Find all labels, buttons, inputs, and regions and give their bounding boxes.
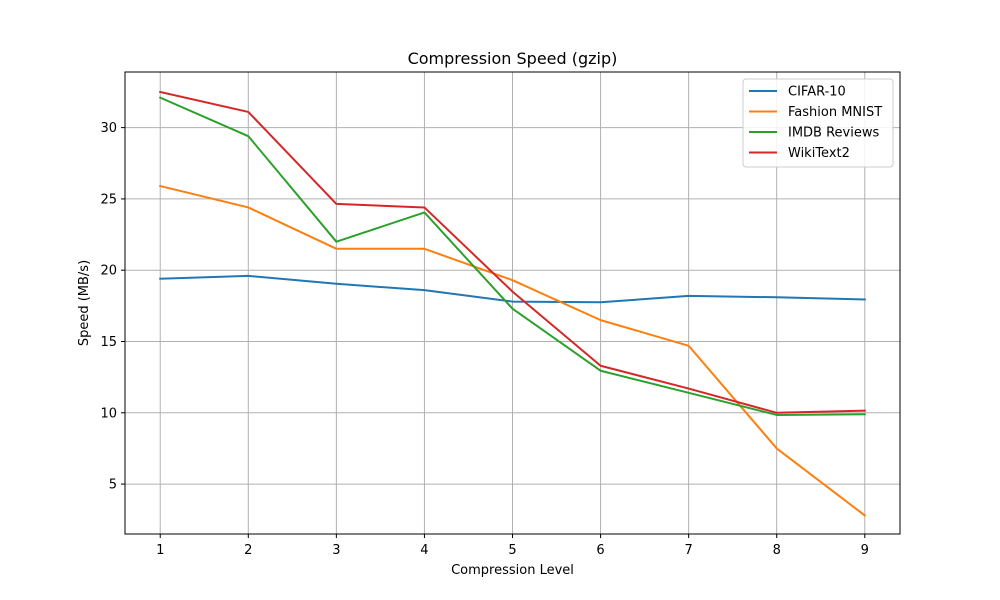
y-tick-label: 20 <box>100 264 117 279</box>
axis-ticks: 1 2 3 4 5 6 7 8 9 5 10 15 20 25 30 <box>100 121 868 558</box>
series-lines <box>158 90 867 517</box>
x-tick-label: 9 <box>861 543 869 558</box>
x-tick-label: 6 <box>596 543 604 558</box>
y-axis-label: Speed (MB/s) <box>77 260 92 346</box>
chart-title: Compression Speed (gzip) <box>408 49 618 68</box>
legend-box <box>742 78 894 168</box>
series-line-fashion-mnist <box>159 184 867 517</box>
x-tick-label: 2 <box>244 543 252 558</box>
x-tick-label: 3 <box>332 543 340 558</box>
series-line-imdb-reviews <box>158 96 866 416</box>
y-tick-label: 5 <box>109 478 117 493</box>
y-tick-label: 10 <box>100 406 117 421</box>
x-tick-label: 8 <box>773 543 781 558</box>
y-tick-label: 15 <box>100 335 117 350</box>
legend-label-cifar-10: CIFAR-10 <box>788 85 846 100</box>
x-tick-label: 5 <box>508 543 516 558</box>
y-tick-label: 25 <box>100 192 117 207</box>
y-tick-label: 30 <box>100 121 117 136</box>
legend: CIFAR-10 Fashion MNIST IMDB Reviews WikiTex… <box>742 78 894 168</box>
legend-label-imdb-reviews: IMDB Reviews <box>788 126 879 141</box>
legend-label-wikitext2: WikiText2 <box>788 146 850 161</box>
series-line-cifar-10 <box>159 274 866 304</box>
series-line-wikitext2 <box>159 90 866 414</box>
x-tick-label: 4 <box>420 543 428 558</box>
legend-label-fashion-mnist: Fashion MNIST <box>788 105 882 120</box>
x-tick-label: 7 <box>684 543 692 558</box>
x-axis-label: Compression Level <box>451 563 574 578</box>
x-tick-label: 1 <box>156 543 164 558</box>
